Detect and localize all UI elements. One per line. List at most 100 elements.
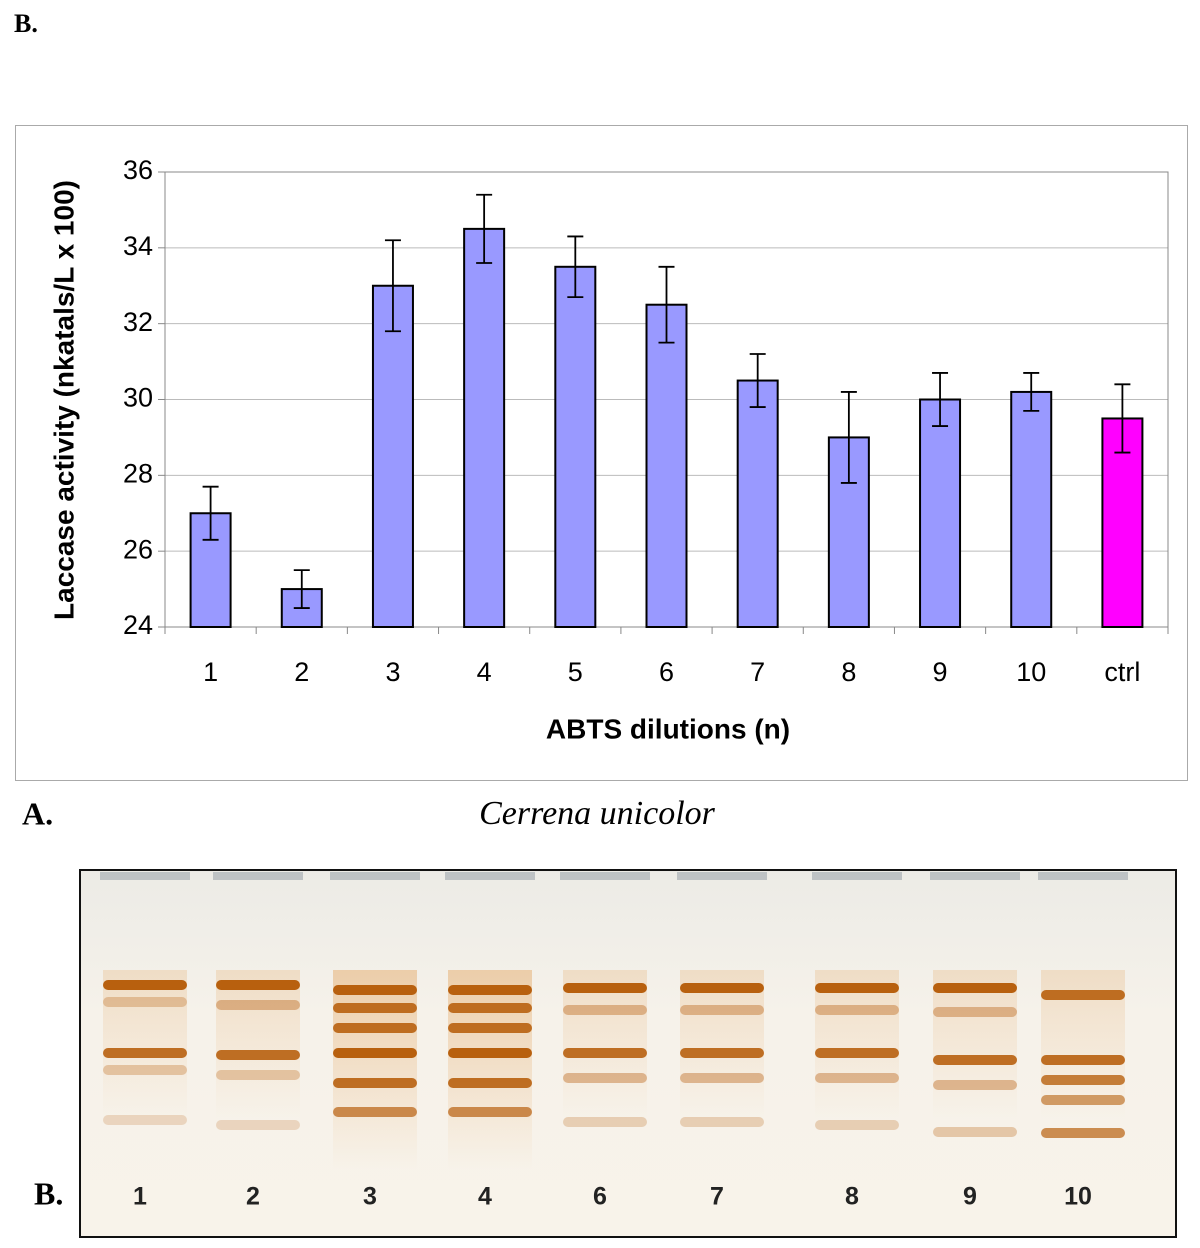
gel-band [448,1023,532,1033]
error-bar [1023,372,1040,412]
lane-label: 10 [1064,1183,1092,1211]
lane-smear [815,970,899,1120]
gel-band [333,985,417,995]
gel-band [815,983,899,993]
gel-band [815,1048,899,1058]
y-tick-label: 36 [123,155,153,185]
gel-band [1041,990,1125,1000]
lane-smear [448,970,532,1170]
x-tick-label: 10 [1016,657,1046,687]
gel-band [563,1005,647,1015]
x-axis-label: ABTS dilutions (n) [546,713,790,744]
x-tick-label: 9 [933,657,948,687]
gel-band [680,1117,764,1127]
gel-band [333,1023,417,1033]
lane-smear [563,970,647,1120]
lane-well [930,872,1020,880]
gel-band [563,983,647,993]
y-axis-label: Laccase activity (nkatals/L x 100) [48,180,79,620]
gel-band [103,1115,187,1125]
gel-band [680,1073,764,1083]
bar [736,379,779,628]
gel-band [680,983,764,993]
gel-lanes: 1 2 3 4 6 7 8 9 10 [100,872,1128,1211]
lane-smear [103,970,187,1120]
gel-band [1041,1075,1125,1085]
gel-band [815,1073,899,1083]
gel-band [448,1078,532,1088]
bar [645,303,688,628]
error-bar [567,235,584,299]
gel-band [933,1080,1017,1090]
error-bar [932,372,949,427]
lane-well [330,872,420,880]
bar [919,398,962,628]
gel-band [448,1107,532,1117]
gel-band [216,1120,300,1130]
chart-frame [15,125,1188,781]
lane-smear [333,970,417,1170]
gel-title: Cerrena unicolor [479,795,716,832]
x-tick-label: ctrl [1104,657,1140,687]
error-bar [658,265,675,344]
lane-label: 2 [246,1183,260,1211]
gel-band [815,1120,899,1130]
lane-label: 3 [363,1183,377,1211]
lane-smear [933,970,1017,1120]
y-tick-label: 24 [123,610,153,640]
gel-band [333,1003,417,1013]
x-tick-label: 4 [477,657,492,687]
error-bar [384,239,401,333]
lane-label: 6 [593,1183,607,1211]
x-tick-label: 1 [203,657,218,687]
x-tick-label: 8 [841,657,856,687]
lane-well [213,872,303,880]
y-tick-label: 32 [123,307,153,337]
bar [1010,390,1053,628]
gel-band [103,980,187,990]
gel-band [448,1003,532,1013]
lane-smear [216,970,300,1120]
x-tick-label: 7 [750,657,765,687]
y-tick-label: 28 [123,458,153,488]
x-tick-label: 6 [659,657,674,687]
lane-label: 1 [133,1183,147,1211]
y-tick-label: 34 [123,231,153,261]
gel-band [103,1048,187,1058]
error-bar [1114,383,1131,454]
gel-band [333,1048,417,1058]
gel-band [333,1078,417,1088]
gel-band [933,983,1017,993]
gel-band [680,1048,764,1058]
gel-band [448,985,532,995]
panel-label: B. [34,1175,63,1211]
gel-band [216,1070,300,1080]
lane-well [100,872,190,880]
bar [371,284,414,628]
gel-band [216,1050,300,1060]
x-tick-label: 5 [568,657,583,687]
gel-band [1041,1095,1125,1105]
gel-band [563,1048,647,1058]
error-bar [749,353,766,408]
error-bar [840,391,857,484]
panel-label: B. [14,9,38,38]
lane-label: 9 [963,1183,977,1211]
lane-well [812,872,902,880]
bar [554,265,597,628]
x-tick-label: 2 [294,657,309,687]
gel-band [815,1005,899,1015]
y-tick-label: 30 [123,383,153,413]
bar [463,227,506,628]
gel-band [1041,1055,1125,1065]
lane-well [445,872,535,880]
lane-well [677,872,767,880]
lane-label: 4 [478,1183,492,1211]
gel-band [216,1000,300,1010]
gel-band [448,1048,532,1058]
lane-smear [680,970,764,1120]
lane-label: 7 [710,1183,724,1211]
gel-band [933,1007,1017,1017]
